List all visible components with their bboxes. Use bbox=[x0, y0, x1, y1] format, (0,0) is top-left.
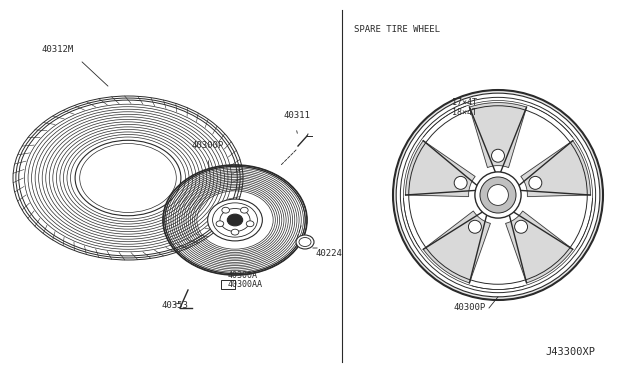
Ellipse shape bbox=[296, 235, 314, 249]
Polygon shape bbox=[470, 103, 527, 167]
Ellipse shape bbox=[246, 221, 254, 227]
Ellipse shape bbox=[207, 199, 262, 241]
Text: J43300XP: J43300XP bbox=[545, 347, 595, 357]
Text: 40300P: 40300P bbox=[453, 303, 485, 312]
Ellipse shape bbox=[515, 220, 527, 233]
Polygon shape bbox=[521, 141, 590, 196]
Text: 40300P: 40300P bbox=[192, 141, 224, 150]
Ellipse shape bbox=[227, 214, 243, 226]
Text: 40300A: 40300A bbox=[228, 271, 258, 280]
Text: 17×4T: 17×4T bbox=[452, 98, 477, 107]
Text: 40311: 40311 bbox=[283, 111, 310, 120]
Ellipse shape bbox=[475, 172, 521, 218]
Ellipse shape bbox=[468, 220, 481, 233]
Ellipse shape bbox=[241, 207, 248, 213]
Ellipse shape bbox=[216, 221, 224, 227]
Ellipse shape bbox=[396, 93, 600, 297]
Polygon shape bbox=[406, 141, 475, 196]
Ellipse shape bbox=[75, 140, 181, 216]
Polygon shape bbox=[423, 211, 490, 283]
Ellipse shape bbox=[492, 149, 504, 162]
Ellipse shape bbox=[231, 229, 239, 235]
Text: 40300AA: 40300AA bbox=[228, 280, 263, 289]
Text: 18×4T: 18×4T bbox=[452, 108, 477, 117]
Ellipse shape bbox=[529, 176, 542, 189]
Bar bbox=[221, 280, 235, 289]
Ellipse shape bbox=[393, 90, 603, 300]
Polygon shape bbox=[506, 211, 573, 283]
Text: 40224: 40224 bbox=[315, 249, 342, 258]
Ellipse shape bbox=[488, 185, 508, 205]
Text: 40353: 40353 bbox=[162, 301, 189, 310]
Text: SPARE TIRE WHEEL: SPARE TIRE WHEEL bbox=[354, 25, 440, 34]
Text: 40312M: 40312M bbox=[42, 45, 74, 54]
Ellipse shape bbox=[480, 177, 516, 213]
Ellipse shape bbox=[454, 176, 467, 189]
Ellipse shape bbox=[222, 207, 230, 213]
